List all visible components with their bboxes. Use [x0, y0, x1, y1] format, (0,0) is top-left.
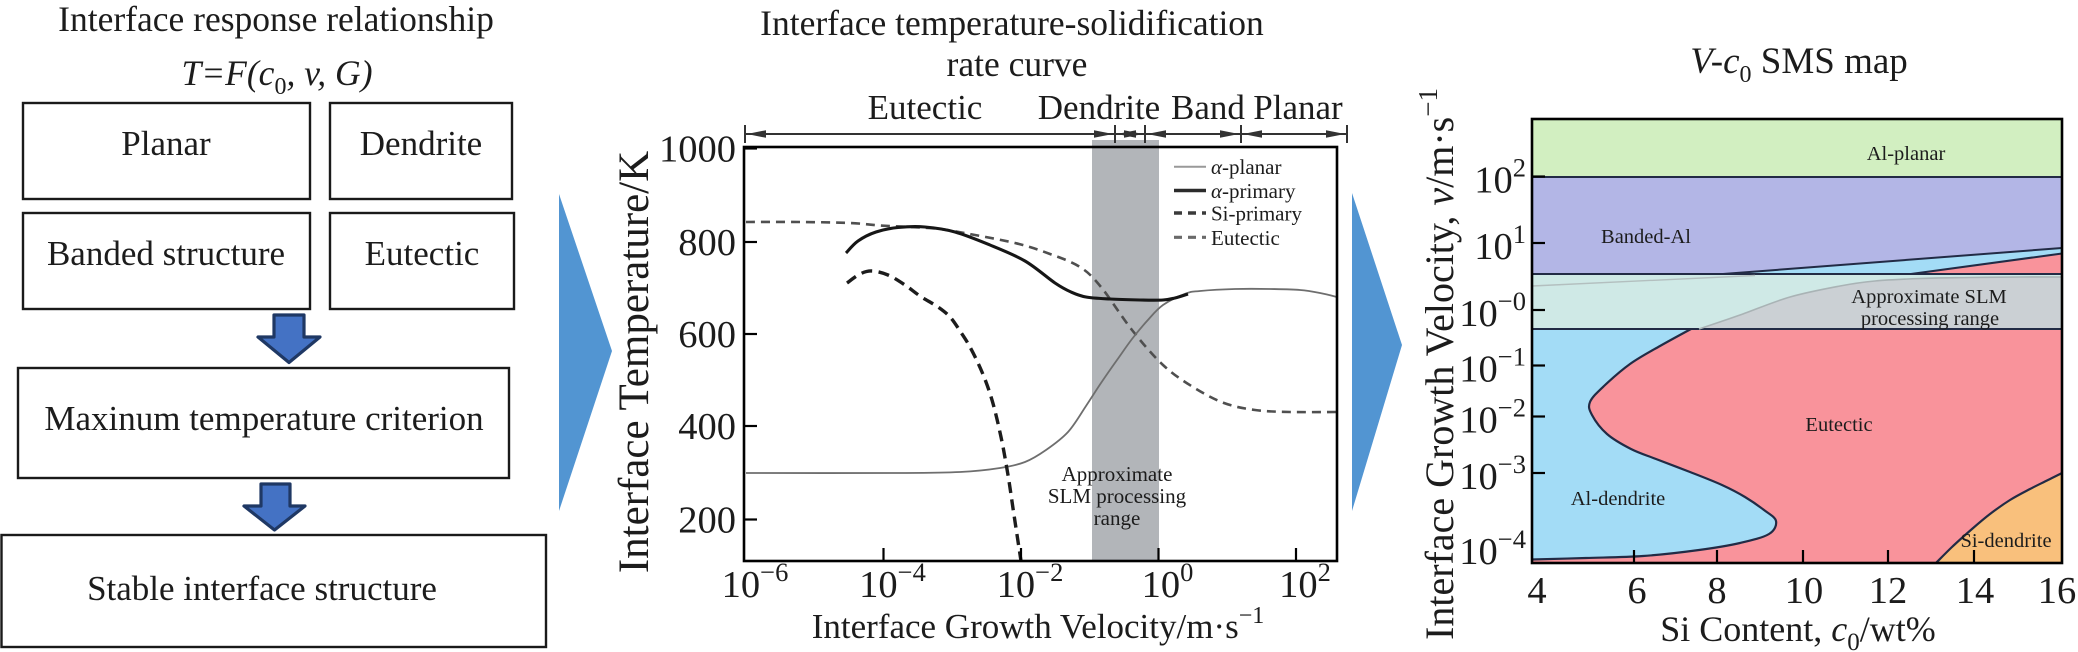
svg-text:Planar: Planar	[1253, 88, 1343, 127]
svg-text:Dendrite: Dendrite	[360, 124, 482, 163]
svg-text:rate curve: rate curve	[947, 44, 1088, 84]
svg-text:1000: 1000	[659, 129, 736, 171]
svg-text:Si Content, c0/wt%: Si Content, c0/wt%	[1660, 609, 1936, 652]
svg-text:Interface Growth Velocity/m·s−: Interface Growth Velocity/m·s−1	[812, 603, 1265, 646]
svg-text:14: 14	[1956, 570, 1995, 612]
svg-text:Banded-Al: Banded-Al	[1601, 226, 1691, 248]
svg-text:600: 600	[678, 314, 736, 356]
svg-text:Al-dendrite: Al-dendrite	[1571, 488, 1666, 510]
svg-text:102: 102	[1279, 557, 1331, 606]
svg-text:10−1: 10−1	[1459, 342, 1526, 391]
svg-text:Interface temperature-solidifi: Interface temperature-solidification	[760, 3, 1264, 43]
svg-text:processing range: processing range	[1861, 308, 1999, 330]
svg-text:16: 16	[2038, 570, 2077, 612]
svg-text:400: 400	[678, 406, 736, 448]
svg-text:200: 200	[678, 500, 736, 542]
svg-text:101: 101	[1474, 219, 1526, 268]
svg-text:α-planar: α-planar	[1211, 155, 1282, 179]
svg-text:10−6: 10−6	[722, 557, 789, 606]
svg-text:Eutectic: Eutectic	[365, 234, 480, 273]
svg-text:Interface Growth Velocity, v/m: Interface Growth Velocity, v/m·s−1	[1413, 88, 1462, 640]
svg-text:Interface Temperature/K: Interface Temperature/K	[611, 151, 658, 573]
svg-text:Eutectic: Eutectic	[868, 88, 983, 127]
svg-text:10: 10	[1785, 570, 1824, 612]
svg-text:8: 8	[1707, 570, 1726, 612]
svg-text:10−4: 10−4	[1459, 524, 1526, 573]
svg-text:Interface response relationshi: Interface response relationship	[58, 0, 494, 39]
svg-text:SLM processing: SLM processing	[1048, 484, 1187, 508]
svg-text:Banded structure: Banded structure	[47, 234, 285, 273]
svg-text:100: 100	[1142, 557, 1194, 606]
svg-text:10−0: 10−0	[1459, 286, 1526, 335]
svg-text:Stable interface structure: Stable interface structure	[87, 569, 437, 608]
svg-text:Si-dendrite: Si-dendrite	[1960, 530, 2051, 552]
svg-text:10−3: 10−3	[1459, 449, 1526, 498]
svg-text:α-primary: α-primary	[1211, 179, 1296, 203]
svg-text:V-c0 SMS map: V-c0 SMS map	[1690, 41, 1908, 88]
svg-text:Si-primary: Si-primary	[1211, 202, 1302, 226]
svg-text:12: 12	[1869, 570, 1908, 612]
svg-text:Planar: Planar	[121, 124, 211, 163]
svg-text:Dendrite: Dendrite	[1038, 88, 1160, 127]
svg-text:6: 6	[1627, 570, 1646, 612]
svg-text:Al-planar: Al-planar	[1867, 143, 1946, 165]
svg-text:10−4: 10−4	[859, 557, 926, 606]
svg-text:800: 800	[678, 222, 736, 264]
svg-text:Eutectic: Eutectic	[1211, 226, 1280, 250]
svg-text:T=F(c0, v, G): T=F(c0, v, G)	[181, 53, 372, 100]
svg-text:10−2: 10−2	[1459, 393, 1526, 442]
svg-text:4: 4	[1527, 570, 1546, 612]
svg-text:10−2: 10−2	[997, 557, 1064, 606]
svg-text:Approximate: Approximate	[1062, 462, 1173, 486]
svg-text:102: 102	[1474, 153, 1526, 202]
svg-text:Eutectic: Eutectic	[1805, 414, 1872, 436]
svg-text:range: range	[1094, 506, 1141, 530]
svg-text:Maxinum temperature criterion: Maxinum temperature criterion	[44, 399, 483, 438]
svg-text:Approximate SLM: Approximate SLM	[1851, 286, 2006, 308]
svg-text:Band: Band	[1171, 88, 1245, 127]
